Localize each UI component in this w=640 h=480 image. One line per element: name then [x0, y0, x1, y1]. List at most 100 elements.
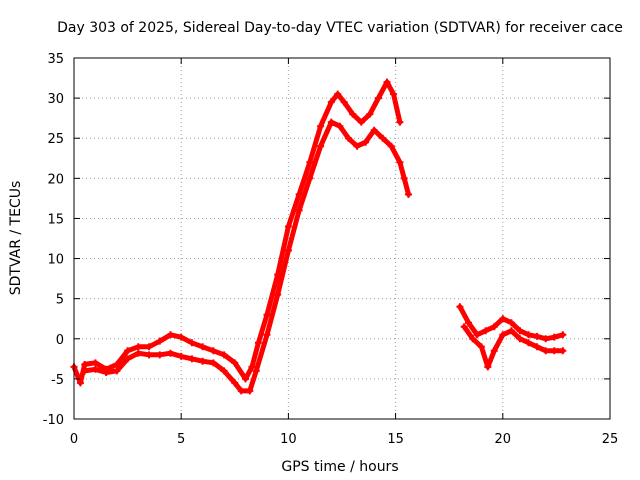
y-tick-label: -5 [51, 373, 64, 388]
data-point-plus-marker [404, 190, 412, 198]
data-point-plus-marker [124, 355, 132, 363]
data-point-plus-marker [237, 387, 245, 395]
data-point-plus-marker [499, 331, 507, 339]
series-group [70, 78, 404, 387]
x-axis-label: GPS time / hours [281, 459, 398, 475]
data-point-plus-marker [533, 343, 541, 351]
data-point-plus-marker [102, 368, 110, 376]
data-point-plus-marker [306, 174, 314, 182]
data-point-plus-marker [156, 351, 164, 359]
series-group [81, 118, 412, 395]
x-tick-label: 20 [495, 432, 512, 447]
data-point-plus-marker [362, 138, 370, 146]
data-point-plus-marker [542, 335, 550, 343]
y-tick-label: 15 [47, 212, 64, 227]
data-point-plus-marker [473, 331, 481, 339]
series-group [456, 303, 567, 343]
data-point-plus-marker [516, 327, 524, 335]
data-point-plus-marker [396, 158, 404, 166]
data-point-plus-marker [490, 347, 498, 355]
data-point-plus-marker [317, 122, 325, 130]
data-point-plus-marker [254, 339, 262, 347]
data-point-plus-marker [263, 331, 271, 339]
data-point-plus-marker [113, 367, 121, 375]
data-point-plus-marker [559, 347, 567, 355]
data-point-plus-marker [295, 190, 303, 198]
grid-lines [74, 58, 610, 419]
x-tick-label: 25 [602, 432, 619, 447]
data-point-plus-marker [317, 142, 325, 150]
y-tick-label: -10 [43, 413, 64, 428]
data-point-plus-marker [357, 118, 365, 126]
data-point-plus-marker [507, 319, 515, 327]
x-tick-label: 0 [70, 432, 78, 447]
x-tick-label: 15 [387, 432, 404, 447]
data-point-plus-marker [456, 303, 464, 311]
data-point-plus-marker [274, 291, 282, 299]
data-point-plus-marker [353, 142, 361, 150]
data-point-plus-marker [387, 142, 395, 150]
data-point-plus-marker [134, 349, 142, 357]
data-point-plus-marker [344, 134, 352, 142]
data-point-plus-marker [295, 206, 303, 214]
data-point-plus-marker [327, 98, 335, 106]
x-tick-label: 10 [280, 432, 297, 447]
data-point-plus-marker [559, 331, 567, 339]
y-tick-label: 0 [56, 333, 64, 348]
data-point-plus-marker [340, 98, 348, 106]
series-group [460, 323, 567, 371]
data-point-plus-marker [81, 360, 89, 368]
data-point-plus-marker [81, 367, 89, 375]
series-line [71, 79, 403, 386]
data-point-plus-marker [156, 337, 164, 345]
data-point-plus-marker [166, 349, 174, 357]
y-tick-label: 10 [47, 253, 64, 268]
data-point-plus-marker [263, 311, 271, 319]
data-point-plus-marker [134, 343, 142, 351]
data-point-plus-marker [366, 110, 374, 118]
data-point-plus-marker [306, 158, 314, 166]
data-point-plus-marker [166, 331, 174, 339]
y-axis-label: SDTVAR / TECUs [8, 181, 24, 296]
data-point-plus-marker [242, 375, 250, 383]
data-point-plus-marker [383, 78, 391, 86]
data-point-plus-marker [231, 359, 239, 367]
data-point-plus-marker [284, 222, 292, 230]
data-point-plus-marker [396, 118, 404, 126]
data-point-plus-marker [177, 333, 185, 341]
data-point-plus-marker [252, 367, 260, 375]
data-point-plus-marker [220, 367, 228, 375]
data-point-plus-marker [246, 387, 254, 395]
data-point-plus-marker [188, 355, 196, 363]
data-point-plus-marker [542, 347, 550, 355]
data-point-plus-marker [550, 347, 558, 355]
data-point-plus-marker [490, 323, 498, 331]
data-point-plus-marker [389, 90, 397, 98]
data-point-plus-marker [91, 359, 99, 367]
y-tick-label: 35 [47, 52, 64, 67]
y-tick-label: 30 [47, 92, 64, 107]
data-point-plus-marker [145, 351, 153, 359]
data-point-plus-marker [349, 110, 357, 118]
data-point-plus-marker [199, 357, 207, 365]
data-point-plus-marker [464, 319, 472, 327]
data-point-plus-marker [374, 94, 382, 102]
data-point-plus-marker [533, 332, 541, 340]
data-point-plus-marker [400, 174, 408, 182]
plot-frame [73, 57, 611, 420]
data-point-plus-marker [76, 379, 84, 387]
data-point-plus-marker [209, 347, 217, 355]
data-point-plus-marker [231, 379, 239, 387]
data-point-plus-marker [336, 122, 344, 130]
data-point-plus-marker [484, 363, 492, 371]
data-point-plus-marker [550, 333, 558, 341]
data-point-plus-marker [469, 335, 477, 343]
data-point-plus-marker [91, 365, 99, 373]
data-point-plus-marker [284, 247, 292, 255]
data-point-plus-marker [516, 335, 524, 343]
data-point-plus-marker [188, 339, 196, 347]
data-point-plus-marker [199, 343, 207, 351]
data-point-plus-marker [379, 134, 387, 142]
data-point-plus-marker [525, 331, 533, 339]
